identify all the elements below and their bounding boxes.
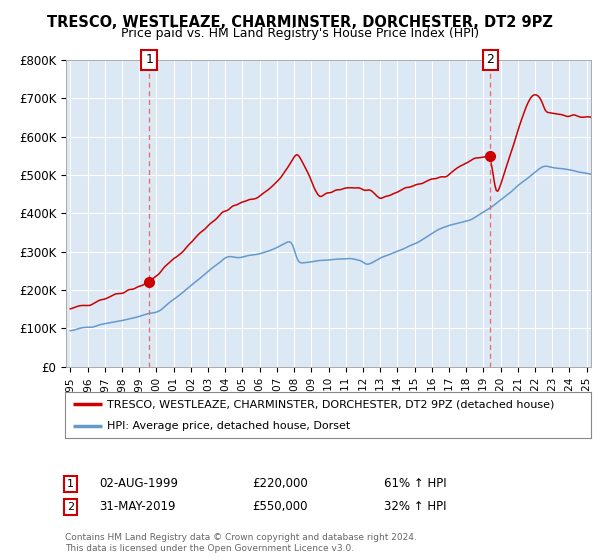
Text: £220,000: £220,000: [252, 477, 308, 491]
Text: TRESCO, WESTLEAZE, CHARMINSTER, DORCHESTER, DT2 9PZ (detached house): TRESCO, WESTLEAZE, CHARMINSTER, DORCHEST…: [107, 399, 554, 409]
Text: 2: 2: [487, 53, 494, 67]
Text: 32% ↑ HPI: 32% ↑ HPI: [384, 500, 446, 514]
Text: 2: 2: [67, 502, 74, 512]
Text: 1: 1: [145, 53, 153, 67]
Text: Contains HM Land Registry data © Crown copyright and database right 2024.
This d: Contains HM Land Registry data © Crown c…: [65, 533, 416, 553]
Text: TRESCO, WESTLEAZE, CHARMINSTER, DORCHESTER, DT2 9PZ: TRESCO, WESTLEAZE, CHARMINSTER, DORCHEST…: [47, 15, 553, 30]
Text: HPI: Average price, detached house, Dorset: HPI: Average price, detached house, Dors…: [107, 422, 350, 431]
Text: 1: 1: [67, 479, 74, 489]
Text: £550,000: £550,000: [252, 500, 308, 514]
Text: 61% ↑ HPI: 61% ↑ HPI: [384, 477, 446, 491]
Text: 31-MAY-2019: 31-MAY-2019: [99, 500, 176, 514]
Text: 02-AUG-1999: 02-AUG-1999: [99, 477, 178, 491]
Text: Price paid vs. HM Land Registry's House Price Index (HPI): Price paid vs. HM Land Registry's House …: [121, 26, 479, 40]
